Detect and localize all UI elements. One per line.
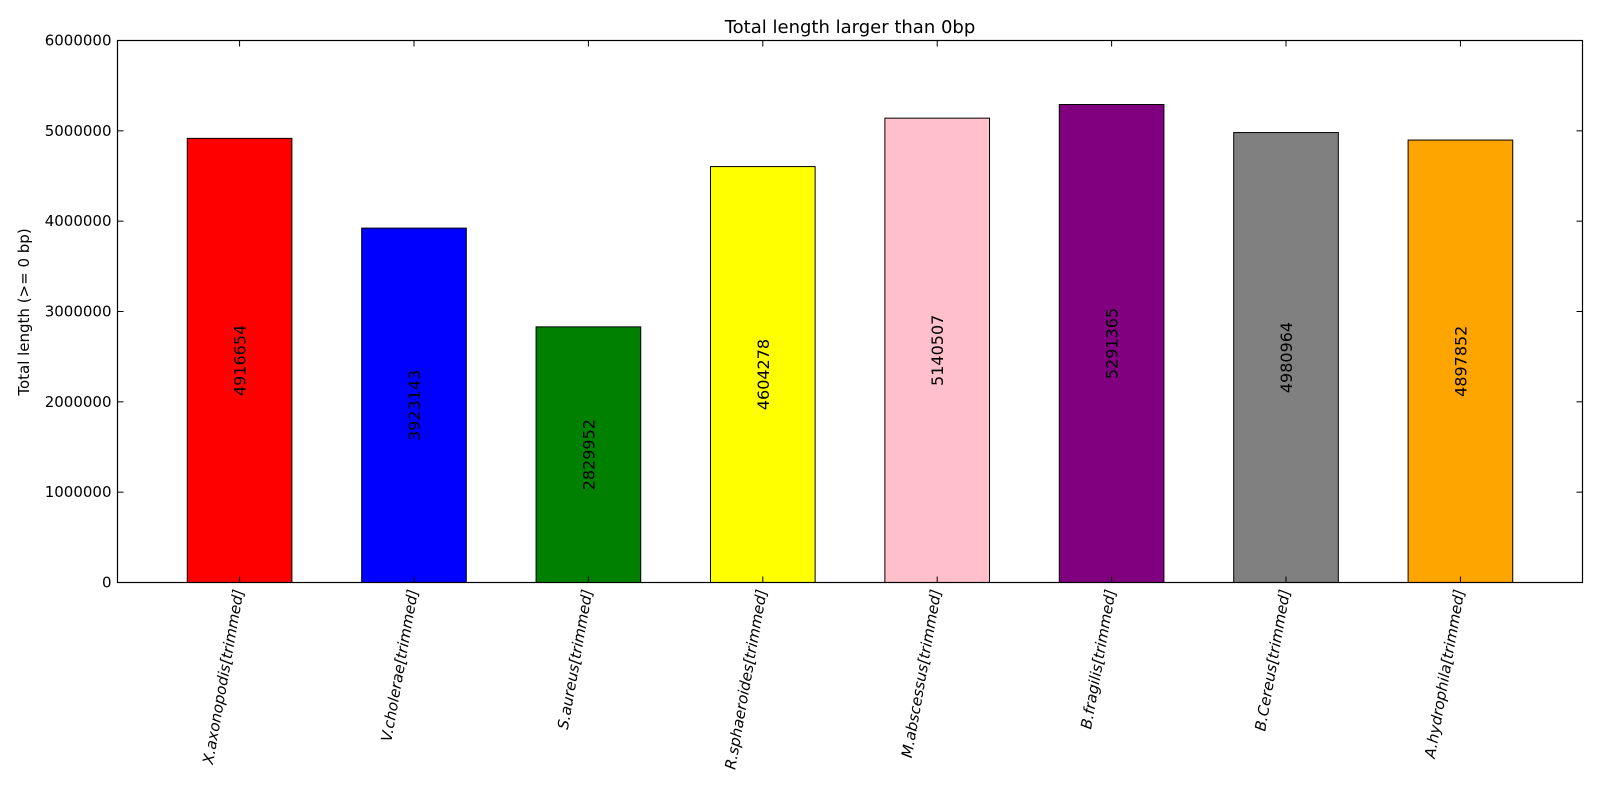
bar [1058,104,1165,583]
x-category-label: M.abscessus[trimmed] [898,588,945,759]
bar [1407,139,1514,583]
bar-value-label: 4897852 [1451,326,1470,397]
y-tick-label: 6000000 [45,32,112,50]
x-category-label: X.axonopodis[trimmed] [199,588,248,767]
bar-value-label: 5291365 [1103,308,1122,379]
bar-value-label: 4916654 [231,325,250,396]
bar [186,137,293,584]
bar-value-label: 4604278 [754,339,773,410]
bar [361,227,467,584]
x-category-label: V.cholerae[trimmed] [377,588,422,743]
bar [709,166,816,583]
x-category-label: A.hydrophila[trimmed] [1421,588,1469,761]
y-tick-label: 1000000 [45,483,112,501]
bar [1233,132,1339,583]
chart-title: Total length larger than 0bp [724,17,976,38]
bar-value-label: 3923143 [405,370,424,441]
y-tick-label: 3000000 [45,303,112,321]
bar [535,326,642,583]
x-category-label: R.sphaeroides[trimmed] [721,588,770,771]
x-category-label: B.fragilis[trimmed] [1077,588,1119,731]
axis-ticks-group [117,40,1583,583]
x-category-label: B.Cereus[trimmed] [1251,588,1294,732]
y-tick-label: 2000000 [45,393,112,411]
bar-value-label: 2829952 [579,419,598,490]
y-tick-label: 4000000 [45,212,112,230]
x-category-label: S.aureus[trimmed] [554,588,596,731]
bar-value-label: 4980964 [1277,322,1296,393]
y-tick-label: 5000000 [45,122,112,140]
y-tick-label: 0 [102,574,112,592]
y-axis-label: Total length (>= 0 bp) [15,228,33,396]
plot-frame [116,39,1584,584]
bar-value-label: 5140507 [928,315,947,386]
bars-group [186,104,1514,584]
bar [884,117,991,583]
